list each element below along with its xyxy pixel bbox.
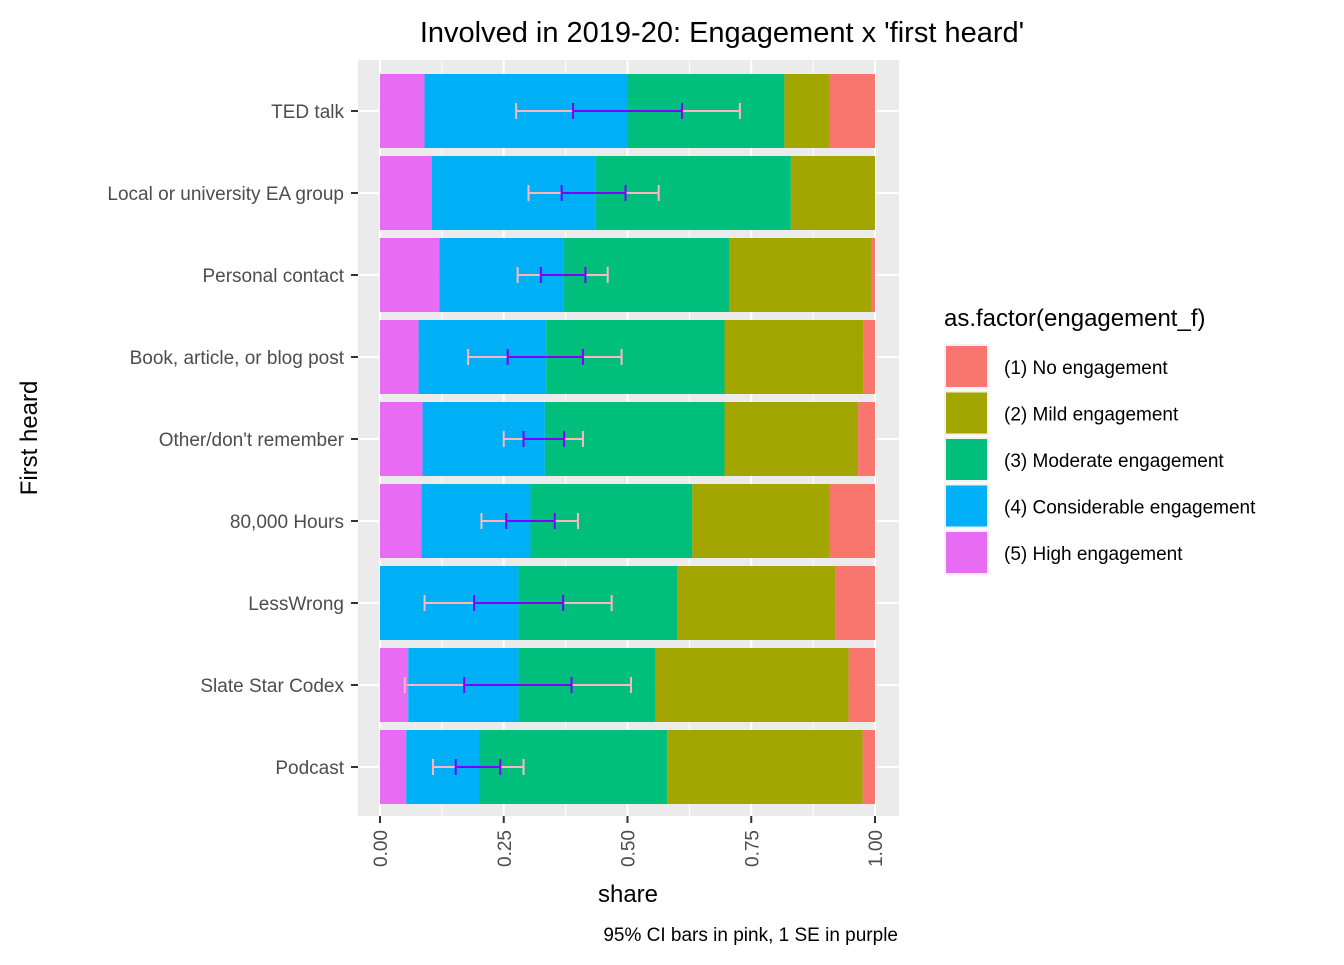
x-tick-label: 0.50: [619, 830, 640, 867]
bar-segment: Local or university EA group — (2) Mild …: [790, 156, 875, 230]
bar-segment: Slate Star Codex — (5) High engagement: …: [380, 648, 409, 722]
x-tick-label: 1.00: [866, 830, 887, 867]
bar-segment: Slate Star Codex — (1) No engagement: 0.…: [848, 648, 875, 722]
legend-swatch: [946, 346, 987, 387]
bar-segment: TED talk — (5) High engagement: 0.09: [380, 74, 425, 148]
y-tick-label: Local or university EA group: [107, 184, 344, 205]
bar-segment: 80,000 Hours — (5) High engagement: 0.08…: [380, 484, 422, 558]
x-tick-label: 0.75: [742, 830, 763, 867]
legend-swatch: [946, 532, 987, 573]
y-tick-label: Slate Star Codex: [200, 676, 344, 697]
bar-segment: Podcast — (2) Mild engagement: 0.395: [667, 730, 863, 804]
bar-segment: Local or university EA group — (5) High …: [380, 156, 432, 230]
bar-segment: 80,000 Hours — (2) Mild engagement: 0.27…: [692, 484, 830, 558]
x-tick-label: 0.25: [495, 830, 516, 867]
se-error-bar: [454, 759, 502, 775]
y-axis-title: First heard: [16, 381, 43, 496]
bar-segment: TED talk — (1) No engagement: 0.092: [829, 74, 875, 148]
chart-caption: 95% CI bars in pink, 1 SE in purple: [603, 925, 898, 946]
legend-swatch: [946, 485, 987, 527]
legend-title: as.factor(engagement_f): [944, 305, 1205, 332]
bar-segment: Other/don't remember — (1) No engagement…: [858, 402, 875, 476]
y-axis: TED talk Local or university EA group Pers…: [107, 102, 358, 779]
bar-segment: Book, article, or blog post — (1) No eng…: [863, 320, 875, 394]
legend-label: (5) High engagement: [1004, 544, 1183, 565]
bar-segment: Book, article, or blog post — (5) High e…: [380, 320, 419, 394]
error-bar-marks: [403, 103, 741, 775]
y-tick-label: LessWrong: [248, 594, 344, 615]
legend-swatch: [946, 439, 987, 480]
legend-label: (2) Mild engagement: [1004, 405, 1179, 426]
bar-segment: LessWrong — (1) No engagement: 0.08: [835, 566, 875, 640]
y-tick-label: Other/don't remember: [159, 430, 345, 451]
se-error-bar: [560, 185, 627, 201]
se-error-bar: [522, 431, 566, 447]
legend-label: (4) Considerable engagement: [1004, 498, 1256, 519]
se-error-bar: [506, 349, 584, 365]
bar-segment: Podcast — (5) High engagement: 0.053: [380, 730, 407, 804]
bar-segment: Personal contact — (1) No engagement: 0.…: [871, 238, 875, 312]
legend-label: (3) Moderate engagement: [1004, 451, 1224, 472]
se-error-bar: [539, 267, 587, 283]
bar-segment: Slate Star Codex — (2) Mild engagement: …: [655, 648, 849, 722]
bar-segment: LessWrong — (2) Mild engagement: 0.32: [677, 566, 836, 640]
se-error-bar: [463, 677, 573, 693]
se-error-bar: [473, 595, 565, 611]
x-axis-title: share: [598, 881, 658, 908]
y-tick-label: Podcast: [275, 758, 344, 779]
y-tick-label: 80,000 Hours: [230, 512, 344, 533]
y-tick-label: Personal contact: [202, 266, 344, 287]
bar-segment: Other/don't remember — (2) Mild engageme…: [724, 402, 859, 476]
se-error-bar: [572, 103, 683, 119]
bar-marks: TED talk — (5) High engagement: 0.09 TED …: [380, 74, 875, 804]
y-tick-label: TED talk: [271, 102, 344, 123]
bar-segment: Personal contact — (2) Mild engagement: …: [728, 238, 872, 312]
legend: as.factor(engagement_f) (1) No engagemen…: [944, 305, 1256, 575]
bar-segment: 80,000 Hours — (1) No engagement: 0.092: [829, 484, 875, 558]
legend-label: (1) No engagement: [1004, 358, 1168, 379]
legend-swatch: [946, 392, 987, 434]
bar-segment: Other/don't remember — (5) High engageme…: [380, 402, 423, 476]
x-axis: 0.00 0.25 0.50 0.75 1.00: [371, 816, 887, 867]
chart-title: Involved in 2019-20: Engagement x 'first…: [420, 17, 1024, 49]
se-error-bar: [505, 513, 556, 529]
bar-segment: Book, article, or blog post — (2) Mild e…: [724, 320, 864, 394]
bar-segment: Podcast — (1) No engagement: 0.025: [862, 730, 875, 804]
bar-segment: TED talk — (2) Mild engagement: 0.091: [784, 74, 830, 148]
bar-segment: Personal contact — (5) High engagement: …: [380, 238, 440, 312]
y-tick-label: Book, article, or blog post: [130, 348, 345, 369]
x-tick-label: 0.00: [371, 830, 392, 867]
